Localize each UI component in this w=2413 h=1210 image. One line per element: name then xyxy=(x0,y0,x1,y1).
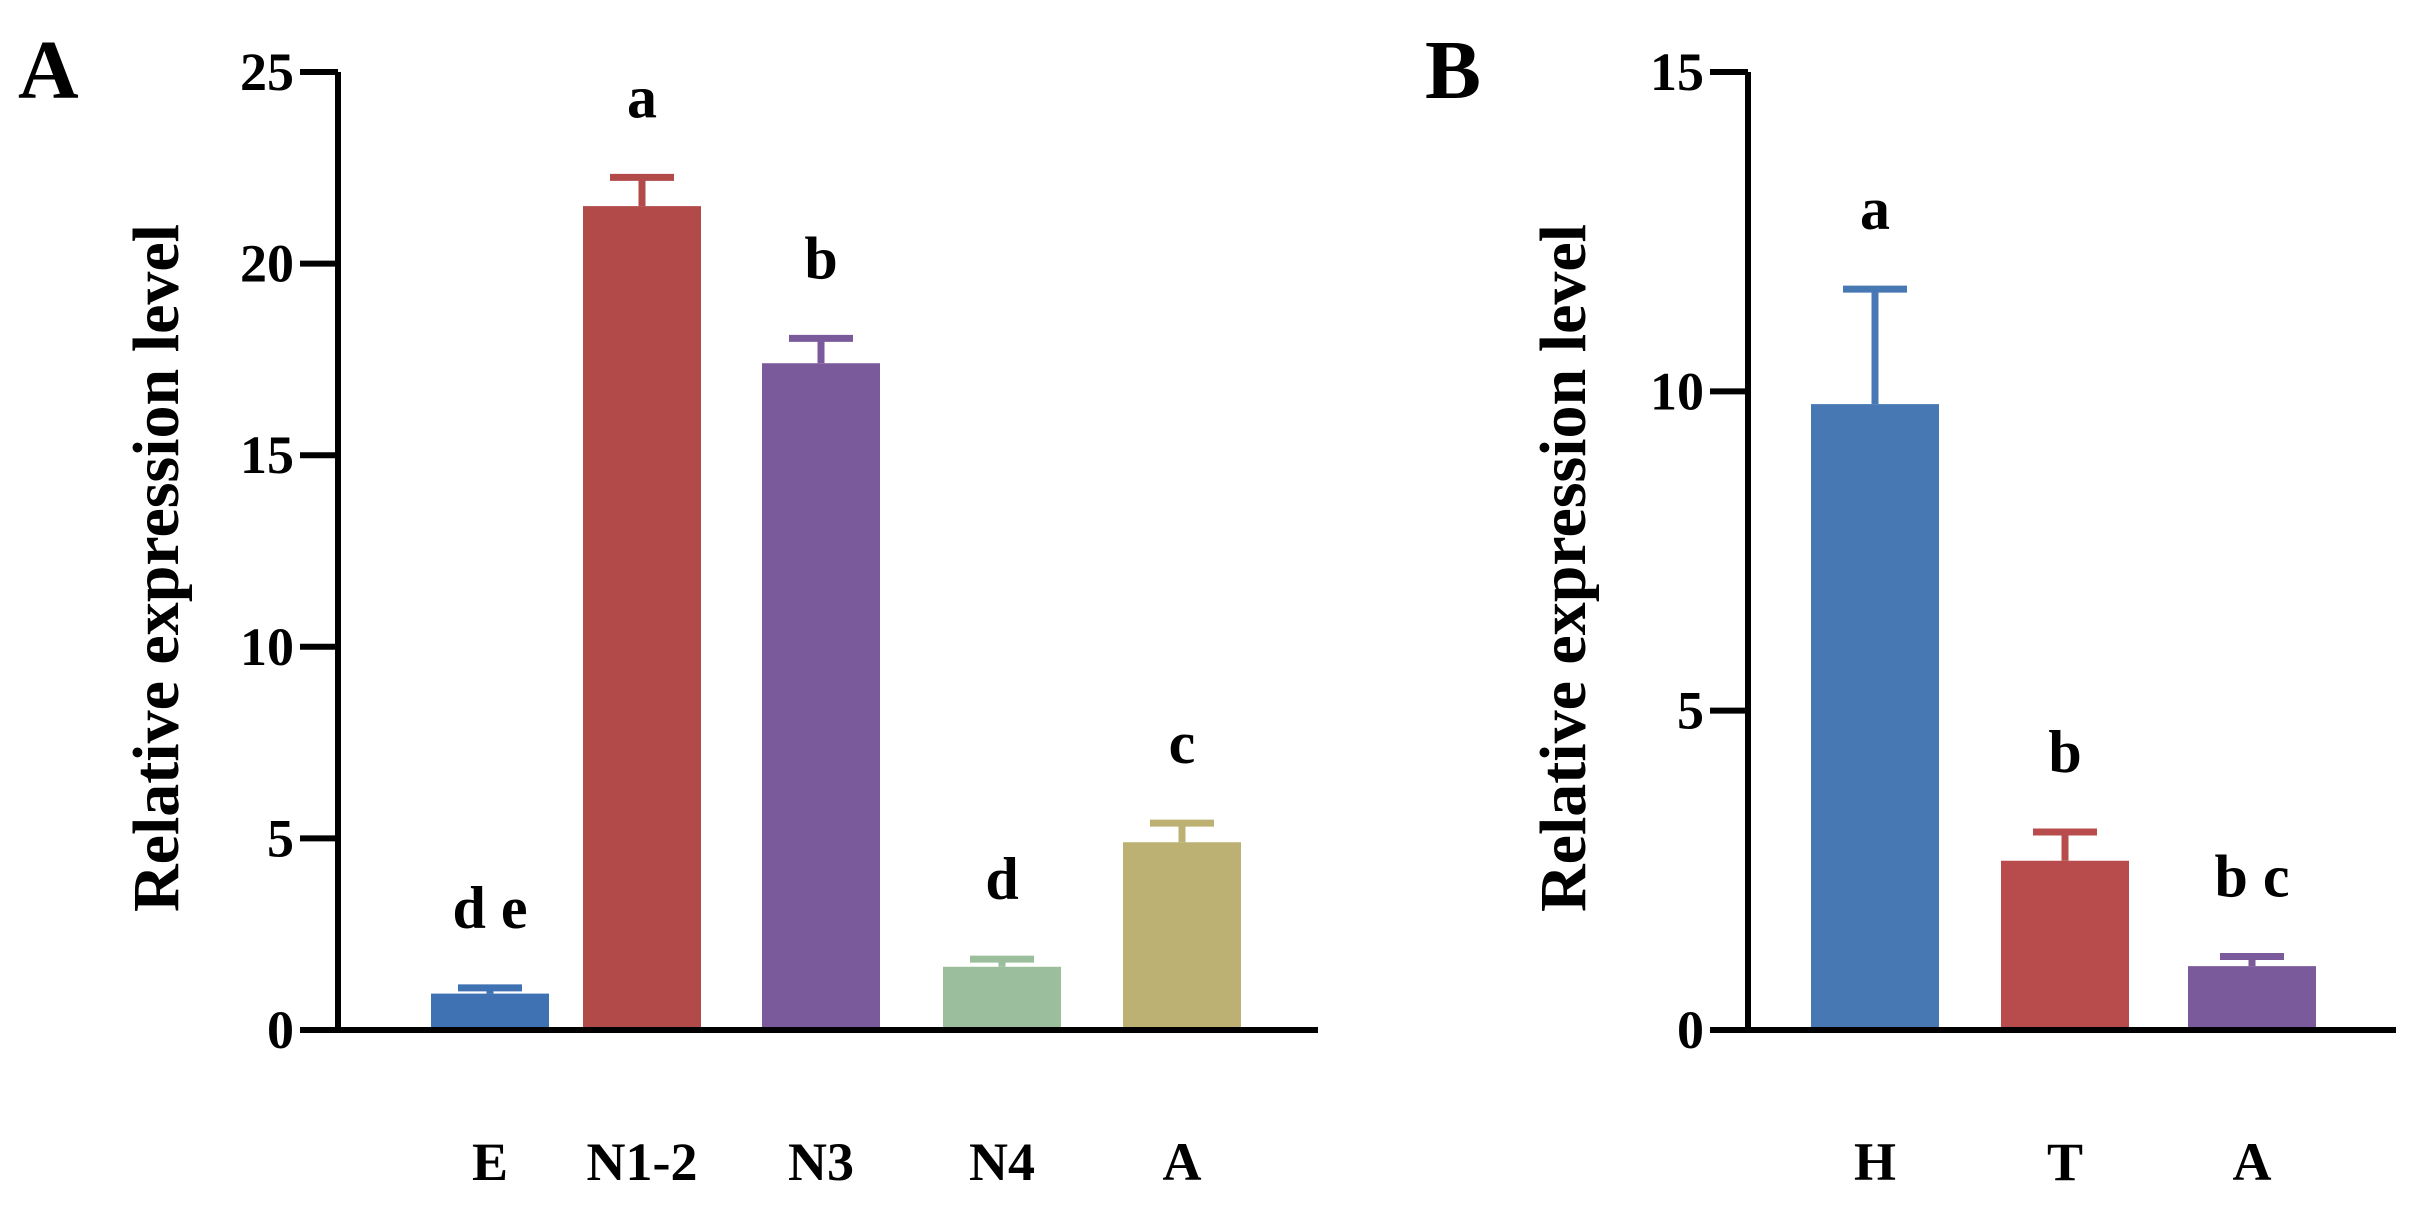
panel-a-significance-label-1: a xyxy=(627,64,657,130)
panel-a-bar-3 xyxy=(943,966,1061,1030)
panel-a-significance-label-3: d xyxy=(985,846,1018,912)
panel-a-category-label-2: N3 xyxy=(788,1132,854,1192)
panel-b-y-tick-label-2: 10 xyxy=(1650,361,1704,421)
panel-b-significance-label-1: b xyxy=(2048,719,2081,785)
panel-a-bar-0 xyxy=(431,993,549,1030)
panel-a-letter: A xyxy=(18,24,79,117)
panel-a-y-tick-label-5: 25 xyxy=(240,42,294,102)
panel-b-category-label-1: T xyxy=(2047,1132,2083,1192)
panel-b-y-axis-title: Relative expression level xyxy=(1527,224,1600,912)
panel-a-y-tick-label-1: 5 xyxy=(267,808,294,868)
panel-a-category-label-1: N1-2 xyxy=(587,1132,698,1192)
panel-a-plot: d e Ea N1-2 b N3 d N4 c A 0 5 10 15 20 25 xyxy=(240,42,1318,1192)
panel-b-significance-label-2: b c xyxy=(2215,844,2290,910)
panel-a-bar-4 xyxy=(1123,842,1241,1030)
panel-b-category-label-0: H xyxy=(1854,1132,1896,1192)
panel-b-bar-1 xyxy=(2001,860,2129,1030)
panel-a-category-label-4: A xyxy=(1163,1132,1202,1192)
panel-a-bar-2 xyxy=(762,363,880,1030)
panel-a-y-tick-label-3: 15 xyxy=(240,425,294,485)
panel-a-bar-1 xyxy=(583,206,701,1030)
panel-b-letter: B xyxy=(1425,24,1481,117)
panel-b-bar-0 xyxy=(1811,404,1939,1030)
panel-a-y-tick-label-4: 20 xyxy=(240,234,294,294)
panel-b-y-tick-label-3: 15 xyxy=(1650,42,1704,102)
panel-a-y-tick-label-2: 10 xyxy=(240,617,294,677)
panel-a-y-tick-label-0: 0 xyxy=(267,1000,294,1060)
panel-a-significance-label-2: b xyxy=(804,225,837,291)
panel-b-plot: a Hb Tb c A 0 5 10 15 xyxy=(1650,42,2396,1192)
panel-a: A Relative expression level d e Ea N1-2 b N3… xyxy=(18,24,1318,1192)
panel-a-y-axis-title: Relative expression level xyxy=(120,224,193,912)
panel-a-significance-label-4: c xyxy=(1169,710,1196,776)
panel-a-significance-label-0: d e xyxy=(453,875,528,941)
panel-b-category-label-2: A xyxy=(2233,1132,2272,1192)
panel-b-y-tick-label-0: 0 xyxy=(1677,1000,1704,1060)
panel-a-category-label-0: E xyxy=(472,1132,508,1192)
panel-b-y-tick-label-1: 5 xyxy=(1677,681,1704,741)
panel-b: B Relative expression level a Hb Tb c A 0 5 10… xyxy=(1425,24,2396,1192)
panel-a-category-label-3: N4 xyxy=(969,1132,1035,1192)
panel-b-bar-2 xyxy=(2188,966,2316,1030)
panel-b-significance-label-0: a xyxy=(1860,176,1890,242)
